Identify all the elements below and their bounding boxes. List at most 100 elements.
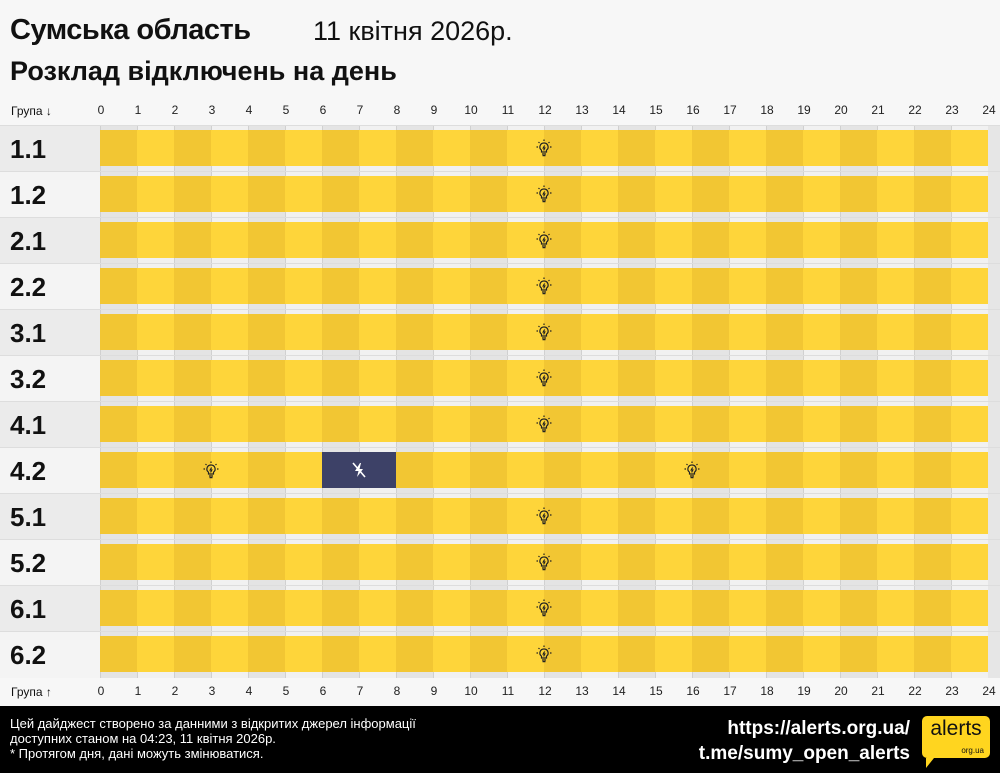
power-on-block bbox=[211, 498, 248, 534]
group-row: 4.2 bbox=[0, 447, 1000, 494]
hour-tick-label: 8 bbox=[393, 684, 401, 698]
power-on-block bbox=[877, 498, 914, 534]
power-on-block bbox=[470, 544, 507, 580]
hour-tick-label: 20 bbox=[834, 684, 848, 698]
group-row: 4.1 bbox=[0, 401, 1000, 448]
alerts-logo: alerts org.ua bbox=[922, 716, 990, 768]
power-on-block bbox=[914, 406, 951, 442]
hour-tick-label: 20 bbox=[834, 103, 848, 117]
power-on-block bbox=[544, 268, 581, 304]
footer-links: https://alerts.org.ua/ t.me/sumy_open_al… bbox=[699, 716, 910, 766]
power-on-block bbox=[470, 268, 507, 304]
power-on-block bbox=[803, 636, 840, 672]
footer-note: Цей дайджест створено за данними з відкр… bbox=[10, 716, 416, 761]
power-on-block bbox=[137, 544, 174, 580]
power-on-block bbox=[137, 452, 174, 488]
power-on-block bbox=[100, 590, 137, 626]
power-on-block bbox=[803, 452, 840, 488]
power-on-block bbox=[322, 130, 359, 166]
power-on-block bbox=[544, 498, 581, 534]
group-sort-label[interactable]: Група ↓ bbox=[11, 104, 52, 118]
hour-tick-label: 21 bbox=[871, 103, 885, 117]
group-label: 1.1 bbox=[0, 126, 100, 172]
power-on-block bbox=[951, 314, 988, 350]
power-on-block bbox=[396, 360, 433, 396]
group-label: 6.1 bbox=[0, 586, 100, 632]
power-on-block bbox=[100, 636, 137, 672]
power-on-block bbox=[100, 130, 137, 166]
lightbulb-icon bbox=[535, 598, 553, 618]
power-on-block bbox=[877, 176, 914, 212]
power-on-block bbox=[914, 590, 951, 626]
power-on-block bbox=[507, 544, 544, 580]
row-end bbox=[988, 356, 1000, 402]
power-on-block bbox=[359, 268, 396, 304]
power-on-block bbox=[248, 498, 285, 534]
power-on-block bbox=[914, 360, 951, 396]
timeline-track bbox=[100, 356, 988, 402]
power-on-block bbox=[877, 268, 914, 304]
power-on-block bbox=[396, 406, 433, 442]
hour-tick-label: 1 bbox=[134, 684, 142, 698]
site-link[interactable]: https://alerts.org.ua/ bbox=[727, 718, 910, 739]
power-on-block bbox=[322, 176, 359, 212]
hour-tick-label: 19 bbox=[797, 684, 811, 698]
power-on-block bbox=[470, 452, 507, 488]
power-on-block bbox=[507, 130, 544, 166]
row-end bbox=[988, 540, 1000, 586]
power-on-block bbox=[581, 222, 618, 258]
hour-tick-label: 22 bbox=[908, 103, 922, 117]
power-on-block bbox=[433, 498, 470, 534]
group-label: 4.1 bbox=[0, 402, 100, 448]
power-on-block bbox=[803, 498, 840, 534]
hour-tick-label: 14 bbox=[612, 103, 626, 117]
power-on-block bbox=[285, 544, 322, 580]
lightbulb-icon bbox=[535, 506, 553, 526]
telegram-link[interactable]: t.me/sumy_open_alerts bbox=[698, 743, 910, 764]
power-on-block bbox=[655, 544, 692, 580]
hour-tick-label: 24 bbox=[982, 684, 996, 698]
timeline-track bbox=[100, 126, 988, 172]
lightbulb-icon bbox=[535, 552, 553, 572]
hour-tick-label: 18 bbox=[760, 103, 774, 117]
power-on-block bbox=[803, 130, 840, 166]
row-end bbox=[988, 448, 1000, 494]
power-on-block bbox=[211, 590, 248, 626]
power-on-block bbox=[470, 590, 507, 626]
hour-tick-label: 13 bbox=[575, 103, 589, 117]
group-sort-label-bottom[interactable]: Група ↑ bbox=[11, 685, 52, 699]
power-on-block bbox=[174, 452, 211, 488]
power-on-block bbox=[840, 498, 877, 534]
power-on-block bbox=[100, 176, 137, 212]
power-on-block bbox=[581, 544, 618, 580]
power-on-block bbox=[729, 360, 766, 396]
power-on-block bbox=[211, 636, 248, 672]
hour-tick-label: 9 bbox=[430, 684, 438, 698]
power-on-block bbox=[396, 222, 433, 258]
power-on-block bbox=[914, 222, 951, 258]
power-on-block bbox=[100, 314, 137, 350]
power-on-block bbox=[655, 406, 692, 442]
hour-axis-bottom: Група ↑ 0 1 2 3 4 5 6 7 8 9 10 11 12 13 14 15 16 17 18 19 20… bbox=[0, 681, 1000, 703]
hour-tick-label: 18 bbox=[760, 684, 774, 698]
power-on-block bbox=[322, 406, 359, 442]
power-on-block bbox=[285, 452, 322, 488]
power-on-block bbox=[470, 130, 507, 166]
power-on-block bbox=[729, 636, 766, 672]
hour-tick-label: 8 bbox=[393, 103, 401, 117]
power-on-block bbox=[285, 360, 322, 396]
group-row: 6.1 bbox=[0, 585, 1000, 632]
hour-tick-label: 5 bbox=[282, 684, 290, 698]
power-on-block bbox=[544, 176, 581, 212]
power-on-block bbox=[211, 544, 248, 580]
power-on-block bbox=[470, 636, 507, 672]
group-row: 2.1 bbox=[0, 217, 1000, 264]
row-end bbox=[988, 218, 1000, 264]
power-on-block bbox=[877, 406, 914, 442]
power-on-block bbox=[692, 268, 729, 304]
power-on-block bbox=[877, 544, 914, 580]
group-row: 5.1 bbox=[0, 493, 1000, 540]
power-on-block bbox=[766, 636, 803, 672]
power-on-block bbox=[951, 452, 988, 488]
power-on-block bbox=[914, 544, 951, 580]
